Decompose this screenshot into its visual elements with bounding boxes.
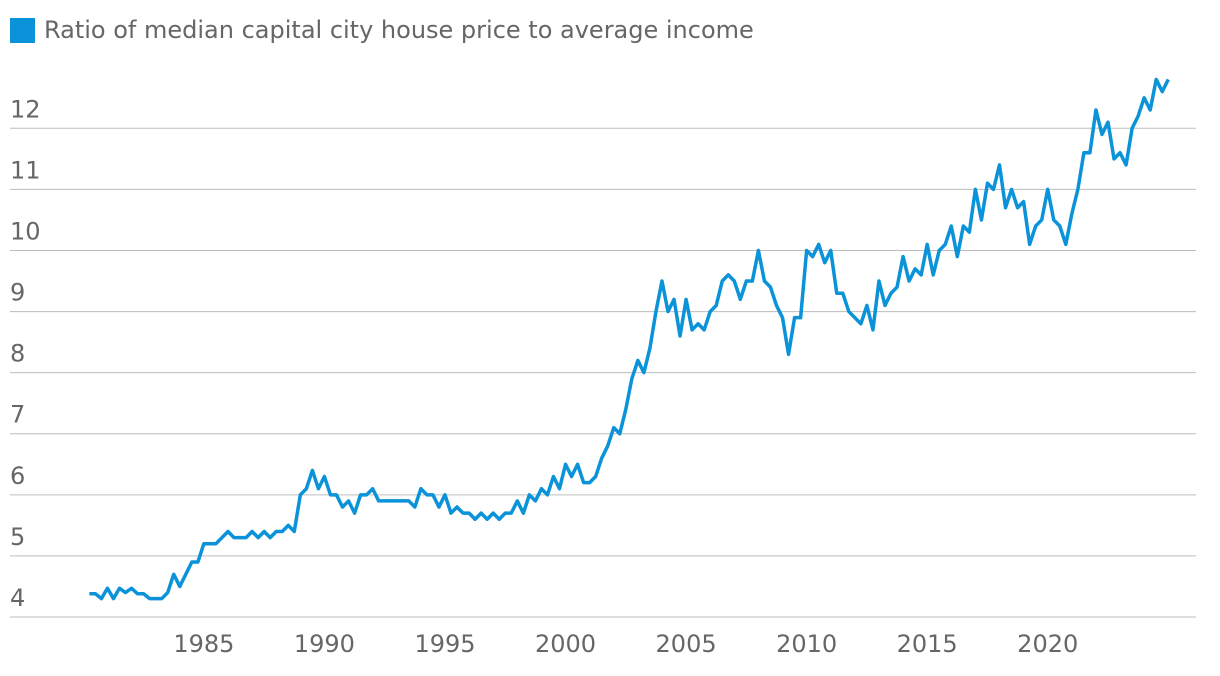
y-tick-label: 9 [10, 279, 25, 307]
y-tick-label: 8 [10, 340, 25, 368]
x-tick-label: 2020 [1017, 630, 1078, 658]
y-tick-label: 7 [10, 401, 25, 429]
y-tick-label: 12 [10, 95, 41, 123]
y-tick-label: 10 [10, 217, 41, 245]
x-tick-label: 2000 [535, 630, 596, 658]
x-tick-label: 2005 [656, 630, 717, 658]
y-tick-label: 5 [10, 523, 25, 551]
x-tick-label: 1985 [173, 630, 234, 658]
x-tick-label: 2015 [897, 630, 958, 658]
x-tick-label: 1990 [294, 630, 355, 658]
legend-swatch [10, 18, 35, 43]
y-tick-label: 6 [10, 462, 25, 490]
y-tick-label: 11 [10, 156, 41, 184]
data-line [89, 77, 1170, 601]
x-tick-label: 1995 [414, 630, 475, 658]
x-tick-label: 2010 [776, 630, 837, 658]
legend-label: Ratio of median capital city house price… [44, 16, 754, 44]
y-tick-label: 4 [10, 584, 25, 612]
